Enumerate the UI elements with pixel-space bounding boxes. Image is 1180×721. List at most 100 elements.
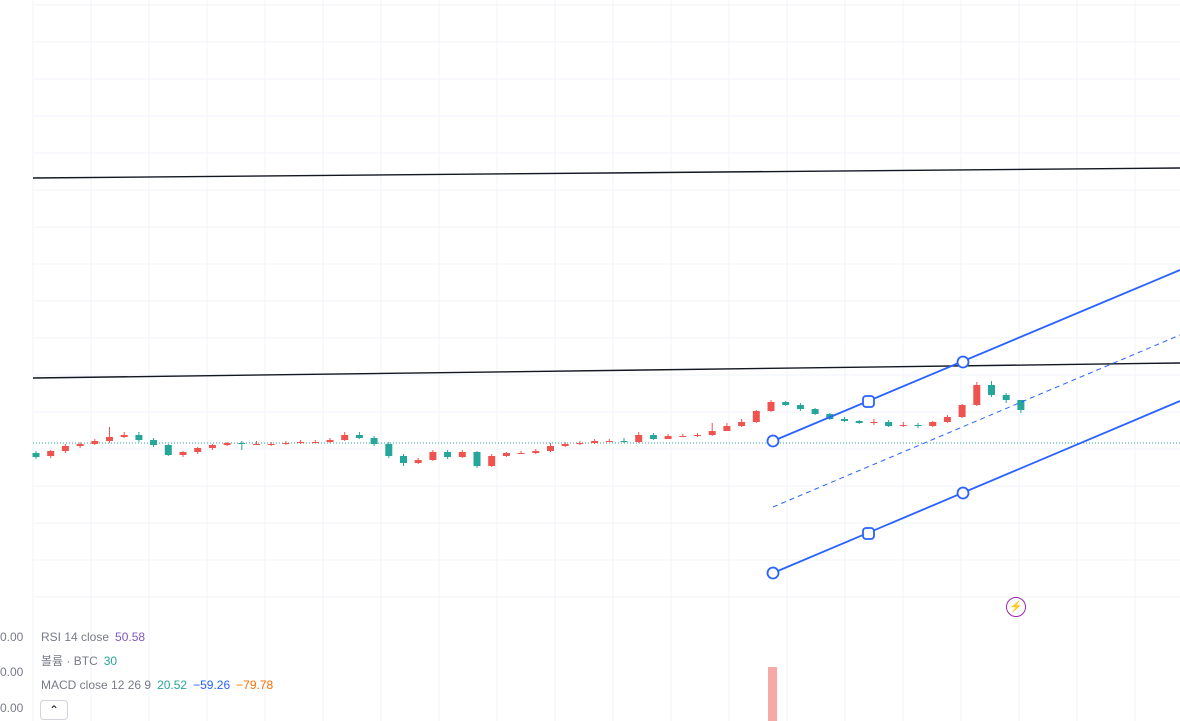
candle-body xyxy=(899,425,907,426)
trendline-upper[interactable] xyxy=(32,167,1180,179)
candle-body xyxy=(958,405,966,417)
candle-body xyxy=(223,443,231,445)
legend-macd-value-1: 20.52 xyxy=(157,678,188,692)
axis-value: 0.00 xyxy=(0,701,24,715)
candle-body xyxy=(679,436,687,437)
candle-body xyxy=(664,436,672,439)
channel-handle[interactable] xyxy=(766,566,780,580)
candle-body xyxy=(532,451,540,453)
candle-body xyxy=(591,441,599,443)
candle-body xyxy=(870,422,878,423)
candle-body xyxy=(708,431,716,435)
candle-body xyxy=(649,435,657,439)
candle-body xyxy=(576,443,584,444)
candle-body xyxy=(47,451,55,456)
trendline-lower[interactable] xyxy=(32,362,1180,379)
candle-body xyxy=(473,452,481,466)
legend-volume-label: 볼륨 · BTC xyxy=(41,654,98,668)
channel-handle[interactable] xyxy=(862,527,875,540)
candle-body xyxy=(502,453,510,456)
parallel-channel[interactable] xyxy=(766,269,1180,580)
candle-body xyxy=(723,426,731,431)
candle-body xyxy=(855,421,863,423)
candle-body xyxy=(811,409,819,414)
channel-handle[interactable] xyxy=(956,355,970,369)
candle-body xyxy=(179,452,187,455)
candle-body xyxy=(61,446,69,451)
candle-body xyxy=(106,437,113,441)
candle-body xyxy=(326,440,334,442)
channel-upper-line[interactable] xyxy=(772,269,1180,442)
candle-body xyxy=(355,435,363,438)
candle-body xyxy=(988,385,995,395)
lightning-icon[interactable]: ⚡ xyxy=(1006,597,1026,617)
candle-body xyxy=(929,422,937,426)
legend-macd[interactable]: MACD close 12 26 9 20.52 −59.26 −79.78 xyxy=(41,677,279,693)
candle-body xyxy=(208,445,216,448)
candle-body xyxy=(796,405,804,409)
legend-volume-value: 30 xyxy=(103,654,118,668)
candle-body xyxy=(385,444,393,456)
candle-body xyxy=(76,444,84,446)
axis-value: 0.00 xyxy=(0,630,24,644)
chart-grid xyxy=(32,0,1180,721)
candle-body xyxy=(120,435,128,437)
legend-macd-value-2: −59.26 xyxy=(193,678,231,692)
legend-rsi-value: 50.58 xyxy=(115,630,146,644)
candle-body xyxy=(488,456,496,466)
candle-body xyxy=(311,442,319,443)
candle-body xyxy=(767,402,775,411)
candlestick-series xyxy=(32,381,1025,468)
candle-body xyxy=(605,441,613,442)
candle-body xyxy=(517,453,525,454)
candle-body xyxy=(91,441,99,444)
candle-body xyxy=(782,402,790,405)
candle-body xyxy=(135,435,143,440)
candle-body xyxy=(694,435,701,436)
channel-handle[interactable] xyxy=(862,395,875,408)
channel-lower-line[interactable] xyxy=(772,400,1180,574)
candle-body xyxy=(738,422,746,426)
channel-median-line[interactable] xyxy=(772,334,1180,508)
legend-volume[interactable]: 볼륨 · BTC 30 xyxy=(41,653,123,669)
candle-body xyxy=(238,443,246,444)
candle-body xyxy=(400,456,407,463)
legend-macd-label: MACD close 12 26 9 xyxy=(41,678,152,692)
candle-body xyxy=(458,452,466,457)
channel-handle[interactable] xyxy=(956,486,970,500)
volume-bar xyxy=(768,667,777,721)
candle-body xyxy=(635,435,643,442)
candle-body xyxy=(150,440,158,445)
legend-rsi-label: RSI 14 close xyxy=(41,630,110,644)
collapse-legend-button[interactable]: ⌃ xyxy=(40,700,68,720)
candle-body xyxy=(341,435,349,440)
candle-body xyxy=(885,422,893,426)
candle-body xyxy=(444,452,452,457)
legend-macd-value-3: −79.78 xyxy=(236,678,274,692)
candle-body xyxy=(561,444,569,446)
candle-body xyxy=(973,385,981,405)
candle-body xyxy=(194,448,202,452)
candle-body xyxy=(943,417,951,422)
chevron-up-icon: ⌃ xyxy=(48,703,60,717)
candle-body xyxy=(164,445,172,455)
channel-handle[interactable] xyxy=(766,434,780,448)
candle-body xyxy=(267,444,275,445)
candle-body xyxy=(914,425,922,426)
candle-body xyxy=(253,444,260,445)
candle-body xyxy=(414,460,422,463)
candle-body xyxy=(297,442,305,443)
candle-body xyxy=(752,411,760,422)
candle-body xyxy=(620,441,628,442)
candle-body xyxy=(282,443,290,444)
candle-body xyxy=(1017,400,1025,410)
axis-value: 0.00 xyxy=(0,665,24,679)
candle-body xyxy=(841,419,848,421)
candle-body xyxy=(429,452,437,460)
candle-body xyxy=(370,438,378,444)
candle-body xyxy=(547,446,554,451)
legend-rsi[interactable]: RSI 14 close 50.58 xyxy=(41,629,151,645)
candle-body xyxy=(32,453,40,457)
candle-body xyxy=(1002,395,1010,400)
